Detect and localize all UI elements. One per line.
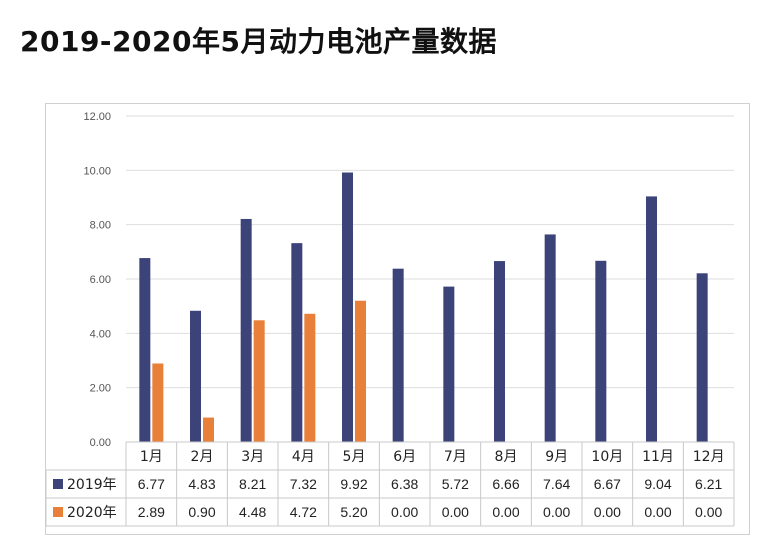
legend-label-2: 2020年 (67, 505, 117, 521)
y-tick-label: 4.00 (90, 328, 111, 340)
data-table: 1月 2月 3月 4月 5月 6月 7月 8月 9月 10月 11月 12月 2019年 6.77 4.83… (45, 441, 735, 527)
data-table-cell: 0.00 (543, 504, 570, 520)
data-table-cell: 5.72 (442, 476, 469, 492)
bar-2019-12 (696, 273, 708, 442)
data-table-cell: 0.00 (695, 504, 722, 520)
data-table-cell: 0.00 (492, 504, 519, 520)
bar-2019-8 (494, 261, 505, 442)
data-table-cell: 4.83 (188, 476, 215, 492)
category-label: 3月 (241, 449, 264, 465)
category-label: 10月 (591, 449, 623, 465)
data-table-cell: 9.04 (644, 476, 671, 492)
data-table-cell: 0.00 (644, 504, 671, 520)
bar-2020-5 (355, 300, 366, 442)
data-table-cell: 9.92 (340, 476, 367, 492)
data-table-cell: 0.90 (188, 504, 215, 520)
data-table-cell: 8.21 (239, 476, 266, 492)
y-axis-ticks: 0.00 2.00 4.00 6.00 8.00 10.00 12.00 (83, 111, 111, 449)
category-label: 6月 (393, 449, 416, 465)
bar-2019-11 (646, 196, 657, 442)
data-table-cell: 0.00 (594, 504, 621, 520)
bar-2019-7 (443, 286, 455, 442)
bar-2019-4 (291, 243, 303, 442)
bar-2019-2 (190, 310, 201, 442)
y-tick-label: 0.00 (90, 437, 111, 449)
category-label: 2月 (191, 449, 214, 465)
y-tick-label: 12.00 (83, 111, 111, 123)
bar-2019-3 (240, 218, 252, 442)
data-table-cell: 6.38 (391, 476, 418, 492)
y-tick-label: 6.00 (90, 274, 111, 286)
legend-swatch-1 (53, 479, 63, 489)
category-label: 9月 (545, 449, 568, 465)
data-table-cell: 6.21 (695, 476, 722, 492)
data-table-cell: 4.48 (239, 504, 266, 520)
data-table-cell: 0.00 (442, 504, 469, 520)
bar-2020-4 (304, 313, 316, 442)
page-title: 2019-2020年5月动力电池产量数据 (20, 25, 497, 58)
data-table-cell: 2.89 (138, 504, 165, 520)
y-tick-label: 8.00 (90, 220, 111, 232)
category-label: 5月 (343, 449, 366, 465)
category-label: 1月 (140, 449, 163, 465)
data-table-cell: 7.64 (543, 476, 570, 492)
bar-2019-5 (342, 172, 353, 443)
bar-2020-1 (152, 363, 164, 442)
data-table-cell: 5.20 (340, 504, 367, 520)
category-label: 8月 (495, 449, 518, 465)
data-table-cell: 6.67 (594, 476, 621, 492)
data-table-cell: 0.00 (391, 504, 418, 520)
y-tick-label: 2.00 (90, 383, 111, 395)
gridlines (126, 115, 734, 443)
data-table-cell: 6.77 (138, 476, 165, 492)
bar-2020-2 (203, 417, 214, 442)
y-tick-label: 10.00 (83, 165, 111, 177)
category-label: 4月 (292, 449, 315, 465)
data-table-cell: 6.66 (492, 476, 519, 492)
category-label: 12月 (693, 449, 725, 465)
bar-2019-10 (595, 260, 607, 442)
category-label: 11月 (642, 449, 674, 465)
bars (139, 172, 708, 443)
legend-swatch-2 (53, 507, 63, 517)
data-table-cell: 4.72 (290, 504, 317, 520)
category-label: 7月 (444, 449, 467, 465)
bar-2019-9 (544, 234, 556, 442)
legend-label-1: 2019年 (67, 477, 117, 493)
bar-2019-1 (139, 258, 151, 442)
bar-2019-6 (392, 268, 404, 442)
data-table-cell: 7.32 (290, 476, 317, 492)
bar-2020-3 (253, 320, 265, 442)
